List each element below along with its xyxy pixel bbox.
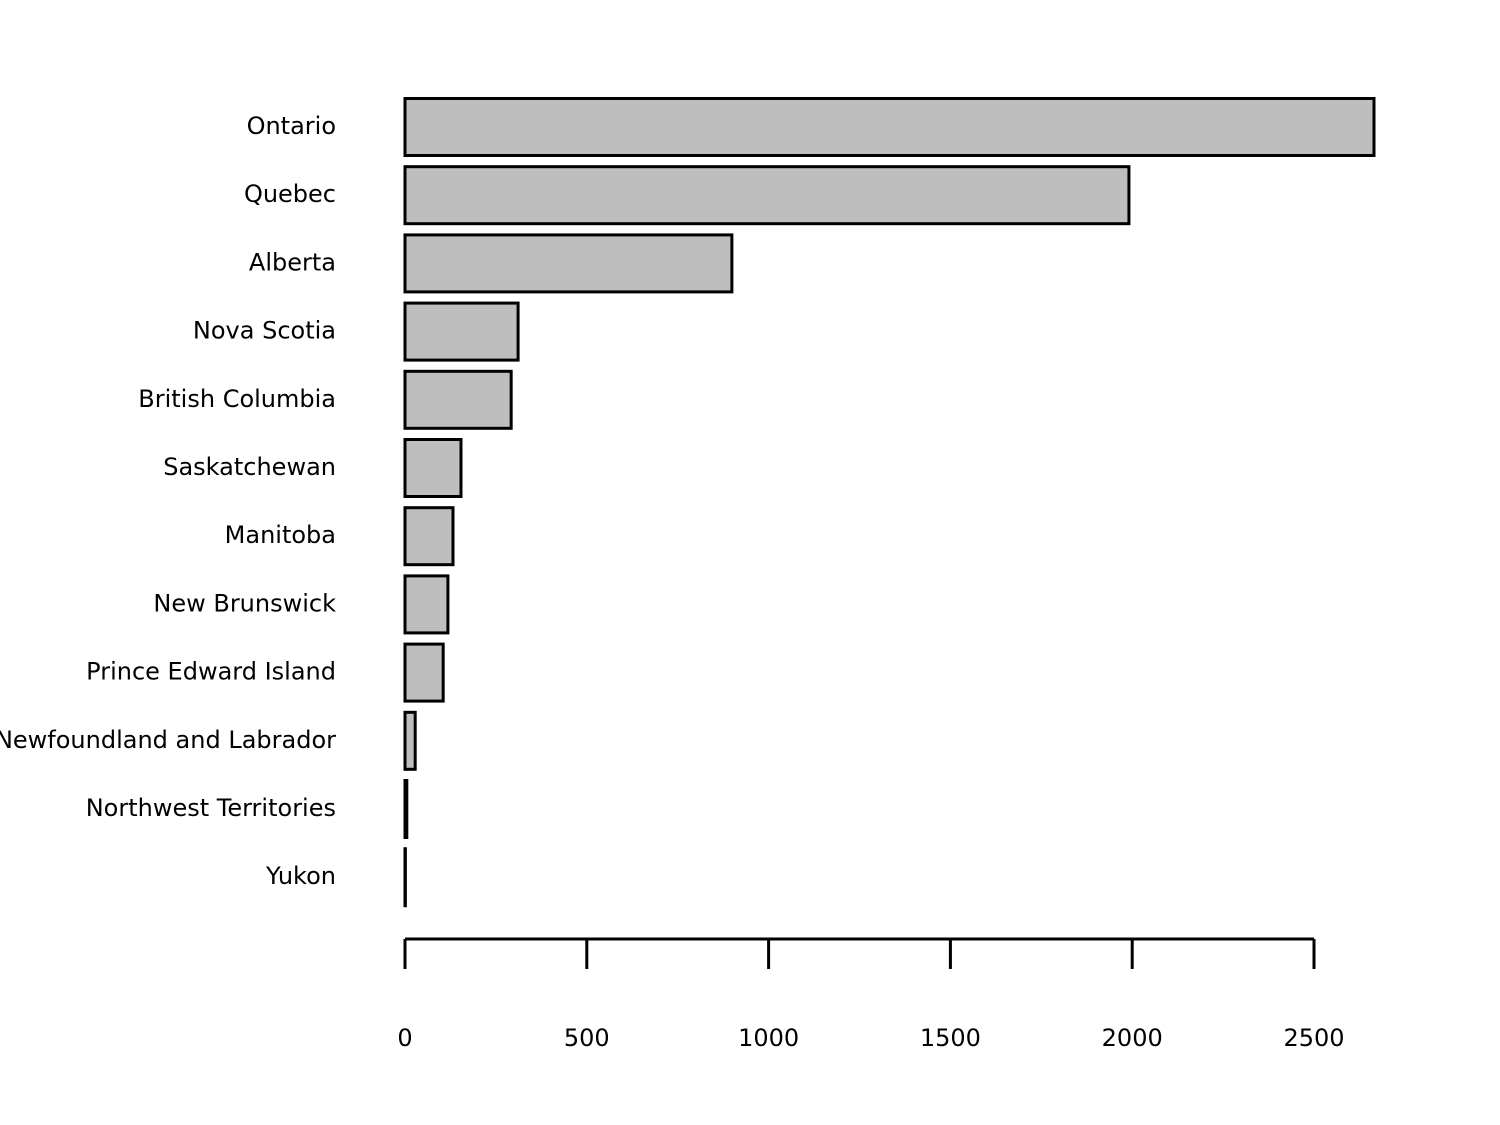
- y-tick-label: British Columbia: [138, 385, 336, 413]
- x-tick-label: 2000: [1102, 1024, 1163, 1052]
- x-tick-label: 1000: [738, 1024, 799, 1052]
- bar: [403, 438, 463, 498]
- y-tick-label: Saskatchewan: [163, 453, 336, 481]
- y-tick-label: Northwest Territories: [86, 794, 336, 822]
- bar: [403, 233, 734, 294]
- y-tick-label: New Brunswick: [153, 589, 336, 617]
- y-tick-label: Manitoba: [225, 521, 336, 549]
- y-tick-label: Prince Edward Island: [86, 658, 336, 686]
- x-tick-label: 1500: [920, 1024, 981, 1052]
- bar: [403, 97, 1376, 157]
- bar: [403, 165, 1131, 226]
- y-tick-label: Quebec: [244, 180, 336, 208]
- bar: [403, 710, 417, 771]
- bar: [403, 301, 520, 362]
- y-tick-label: Ontario: [247, 112, 336, 140]
- x-tick-label: 2500: [1283, 1024, 1344, 1052]
- y-tick-label: Newfoundland and Labrador: [0, 726, 336, 754]
- bar: [403, 574, 450, 635]
- bar: [403, 642, 445, 703]
- y-tick-label: Alberta: [249, 248, 336, 276]
- x-tick-label: 0: [397, 1024, 412, 1052]
- bar: [403, 779, 409, 839]
- y-tick-label: Nova Scotia: [193, 317, 336, 345]
- y-tick-label: Yukon: [265, 862, 336, 890]
- bar: [403, 506, 455, 567]
- bar: [403, 369, 513, 430]
- x-tick-label: 500: [564, 1024, 610, 1052]
